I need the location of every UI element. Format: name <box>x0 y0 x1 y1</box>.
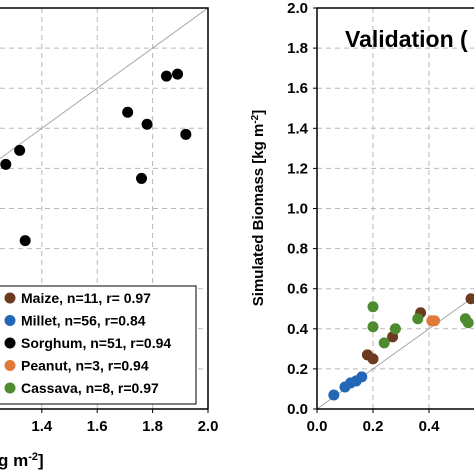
right-point-millet <box>356 371 368 383</box>
left-panel: 1.4 1.6 1.8 2.0 g m-2] Maize, n=11, r= 0.97… <box>0 7 218 470</box>
right-point-maize <box>367 353 379 365</box>
legend-marker <box>4 360 16 371</box>
right-point-peanut <box>429 315 441 327</box>
right-y-tick-label: 1.0 <box>287 201 308 218</box>
left-one-to-one-line <box>0 8 208 160</box>
left-x-tick-label: 2.0 <box>198 418 219 435</box>
left-plot-frame <box>0 7 209 410</box>
left-point-sorghum <box>136 172 148 184</box>
right-point-cassava <box>367 301 379 313</box>
right-y-tick-label: 1.2 <box>287 160 308 177</box>
left-x-tick-label: 1.8 <box>142 418 163 435</box>
right-y-tick-label: 0.6 <box>287 281 308 298</box>
right-y-tick-label: 2.0 <box>287 0 308 17</box>
left-x-axis-label: g m-2] <box>0 451 44 470</box>
right-point-maize <box>465 293 474 305</box>
right-y-tick-label: 1.8 <box>287 40 308 57</box>
legend-entry-label: Peanut, n=3, r=0.94 <box>21 358 149 374</box>
right-point-cassava <box>367 321 379 333</box>
right-y-axis-label: Simulated Biomass [kg m-2] <box>250 110 267 306</box>
left-1to1-line <box>0 8 208 160</box>
left-point-sorghum <box>14 144 26 156</box>
right-y-tick-label: 0.0 <box>287 401 308 418</box>
right-x-ticks: 0.0 0.2 0.4 <box>307 409 441 435</box>
right-one-to-one-line <box>317 295 474 409</box>
right-y-tick-label: 0.4 <box>287 321 309 338</box>
right-point-cassava <box>412 313 424 325</box>
right-y-tick-label: 0.8 <box>287 241 308 258</box>
legend-marker <box>4 292 16 304</box>
right-x-tick-label: 0.2 <box>363 418 384 435</box>
legend-entry-label: Millet, n=56, r=0.84 <box>21 313 146 329</box>
legend-box <box>0 285 197 405</box>
legend-entry-label: Sorghum, n=51, r=0.94 <box>21 335 171 351</box>
right-grid <box>317 8 474 409</box>
left-point-sorghum <box>172 68 184 80</box>
right-x-tick-label: 0.4 <box>419 418 441 435</box>
legend-marker <box>4 315 16 326</box>
right-plot-frame <box>316 7 474 410</box>
right-point-cassava <box>389 323 401 335</box>
right-y-ticks: 0.0 0.2 0.4 0.6 0.8 1.0 1.2 1.4 1.6 1.8 2.0 <box>287 0 317 418</box>
right-point-cassava <box>378 337 390 349</box>
left-point-sorghum <box>180 128 192 140</box>
left-point-sorghum <box>122 106 134 118</box>
right-point-cassava <box>462 317 474 329</box>
legend-entry-label: Maize, n=11, r= 0.97 <box>21 290 151 306</box>
right-y-tick-label: 1.4 <box>287 120 309 137</box>
left-point-sorghum <box>19 235 31 247</box>
legend-entry-label: Cassava, n=8, r=0.97 <box>21 380 159 396</box>
left-points <box>0 68 192 247</box>
left-point-sorghum <box>141 118 153 130</box>
right-points <box>328 293 474 401</box>
right-y-tick-label: 1.6 <box>287 80 308 97</box>
left-x-tick-label: 1.4 <box>31 418 53 435</box>
left-x-ticks: 1.4 1.6 1.8 2.0 <box>31 409 218 435</box>
legend: Maize, n=11, r= 0.97 Millet, n=56, r=0.84… <box>0 285 197 405</box>
left-x-tick-label: 1.6 <box>87 418 108 435</box>
right-point-millet <box>328 389 340 401</box>
right-y-tick-label: 0.2 <box>287 361 308 378</box>
left-point-sorghum <box>160 70 172 82</box>
right-panel-title: Validation ( <box>345 26 468 52</box>
right-x-tick-label: 0.0 <box>307 418 328 435</box>
right-1to1-line <box>317 295 474 409</box>
legend-marker <box>4 337 16 349</box>
left-point-sorghum <box>0 158 12 170</box>
legend-marker <box>4 382 16 394</box>
right-panel: Validation ( 0.0 0.2 0.4 0.6 0.8 1.0 1.2 1.4 1.6… <box>250 0 474 435</box>
